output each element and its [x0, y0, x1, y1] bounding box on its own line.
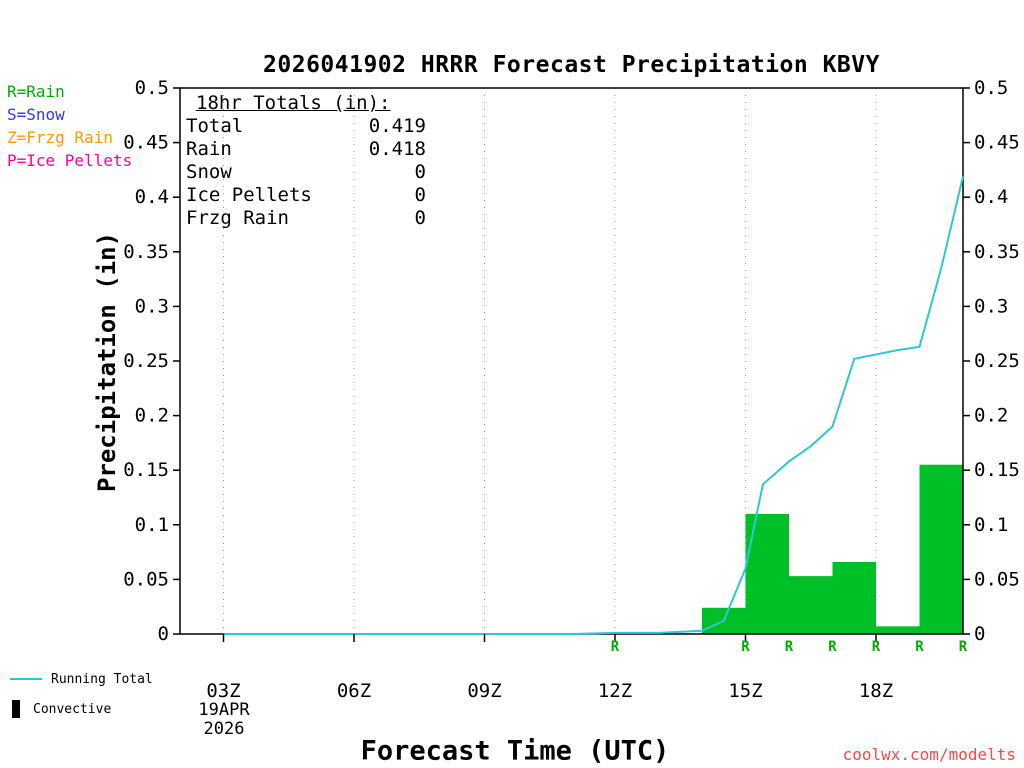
- gridlines: [223, 88, 877, 634]
- x-tick-label: 03Z: [206, 680, 240, 702]
- legend-frzg-rain: Z=Frzg Rain: [7, 128, 113, 147]
- y-tick-label-right: 0.5: [974, 77, 1008, 99]
- totals-row: Rain 0.418: [186, 138, 426, 161]
- y-tick-label-left: 0.2: [135, 405, 169, 427]
- series-legend: Running Total Convective: [10, 670, 153, 730]
- y-tick-label-right: 0.25: [974, 350, 1020, 372]
- totals-row-label: Snow: [186, 161, 232, 183]
- x-tick-label: 06Z: [337, 680, 371, 702]
- y-axis-ticks: 0 00.05 0.050.1 0.10.15 0.150.2 0.20.25 0.250.…: [123, 77, 1020, 645]
- totals-row: Total 0.419: [186, 115, 426, 138]
- precip-bar: [919, 464, 963, 634]
- totals-row: Snow 0: [186, 161, 426, 184]
- rain-type-marker: R: [915, 639, 924, 655]
- x-tick-label: 09Z: [467, 680, 501, 702]
- legend-label: Running Total: [51, 671, 153, 687]
- totals-row-value: 0: [414, 184, 426, 206]
- precip-bar: [832, 561, 876, 634]
- y-tick-label-left: 0.35: [123, 241, 169, 263]
- y-tick-label-right: 0.45: [974, 132, 1020, 154]
- totals-row-value: 0: [414, 207, 426, 229]
- legend-ice-pellets: P=Ice Pellets: [7, 151, 133, 170]
- precip-bar: [789, 576, 833, 634]
- y-tick-label-left: 0.4: [135, 186, 169, 208]
- running-total-line: [223, 176, 964, 635]
- y-tick-label-right: 0.35: [974, 241, 1020, 263]
- totals-row: Frzg Rain 0: [186, 207, 426, 230]
- totals-row-label: Frzg Rain: [186, 207, 289, 229]
- y-tick-label-left: 0.45: [123, 132, 169, 154]
- totals-row-label: Ice Pellets: [186, 184, 312, 206]
- x-tick-label: 15Z: [728, 680, 762, 702]
- legend-rain: R=Rain: [7, 82, 65, 101]
- x-tick-label: 12Z: [598, 680, 632, 702]
- y-tick-label-right: 0: [974, 623, 985, 645]
- y-tick-label-right: 0.4: [974, 186, 1008, 208]
- x-axis-title: Forecast Time (UTC): [360, 735, 670, 767]
- y-axis-title: Precipitation (in): [93, 231, 121, 493]
- watermark-link: coolwx.com/modelts: [842, 745, 1016, 764]
- rain-type-marker: R: [785, 639, 794, 655]
- totals-box: 18hr Totals (in): Total 0.419 Rain 0.418…: [186, 92, 426, 230]
- start-date-label: 19APR 2026: [198, 701, 249, 739]
- rain-type-marker: R: [872, 639, 881, 655]
- y-tick-label-left: 0.25: [123, 350, 169, 372]
- y-tick-label-right: 0.3: [974, 295, 1008, 317]
- legend-snow: S=Snow: [7, 105, 65, 124]
- y-tick-label-left: 0.15: [123, 459, 169, 481]
- y-tick-label-right: 0.2: [974, 405, 1008, 427]
- bar-swatch: [12, 700, 20, 718]
- totals-row-label: Total: [186, 115, 244, 137]
- y-tick-label-right: 0.1: [974, 514, 1008, 536]
- date-line1: 19APR: [198, 700, 250, 720]
- x-tick-label: 18Z: [859, 680, 893, 702]
- totals-row-value: 0.419: [368, 115, 426, 137]
- rain-type-marker: R: [959, 639, 968, 655]
- hourly-precip-bars: [702, 464, 963, 634]
- totals-row: Ice Pellets 0: [186, 184, 426, 207]
- precip-bar: [876, 626, 920, 634]
- legend-convective: Convective: [10, 700, 153, 718]
- legend-label: Convective: [33, 701, 112, 717]
- chart-title: 2026041902 HRRR Forecast Precipitation K…: [263, 52, 880, 78]
- rain-type-marker: R: [611, 639, 620, 655]
- legend-running-total: Running Total: [10, 670, 153, 688]
- totals-header: 18hr Totals (in):: [196, 92, 391, 114]
- y-tick-label-right: 0.05: [974, 568, 1020, 590]
- y-tick-label-left: 0.3: [135, 295, 169, 317]
- y-tick-label-left: 0.05: [123, 568, 169, 590]
- line-swatch: [10, 678, 42, 680]
- precip-type-legend: R=Rain S=Snow Z=Frzg Rain P=Ice Pellets: [7, 80, 132, 172]
- x-axis-ticks: 03Z 06Z 09Z 12Z 15Z 18Z: [206, 634, 893, 702]
- y-tick-label-left: 0.1: [135, 514, 169, 536]
- date-line2: 2026: [203, 719, 245, 739]
- y-tick-label-left: 0.5: [135, 77, 169, 99]
- totals-row-value: 0.418: [368, 138, 426, 160]
- y-tick-label-left: 0: [158, 623, 169, 645]
- rain-type-marker: R: [828, 639, 837, 655]
- rain-type-marker: R: [741, 639, 750, 655]
- precip-bar: [745, 513, 789, 634]
- y-tick-label-right: 0.15: [974, 459, 1020, 481]
- totals-row-value: 0: [414, 161, 426, 183]
- totals-row-label: Rain: [186, 138, 232, 160]
